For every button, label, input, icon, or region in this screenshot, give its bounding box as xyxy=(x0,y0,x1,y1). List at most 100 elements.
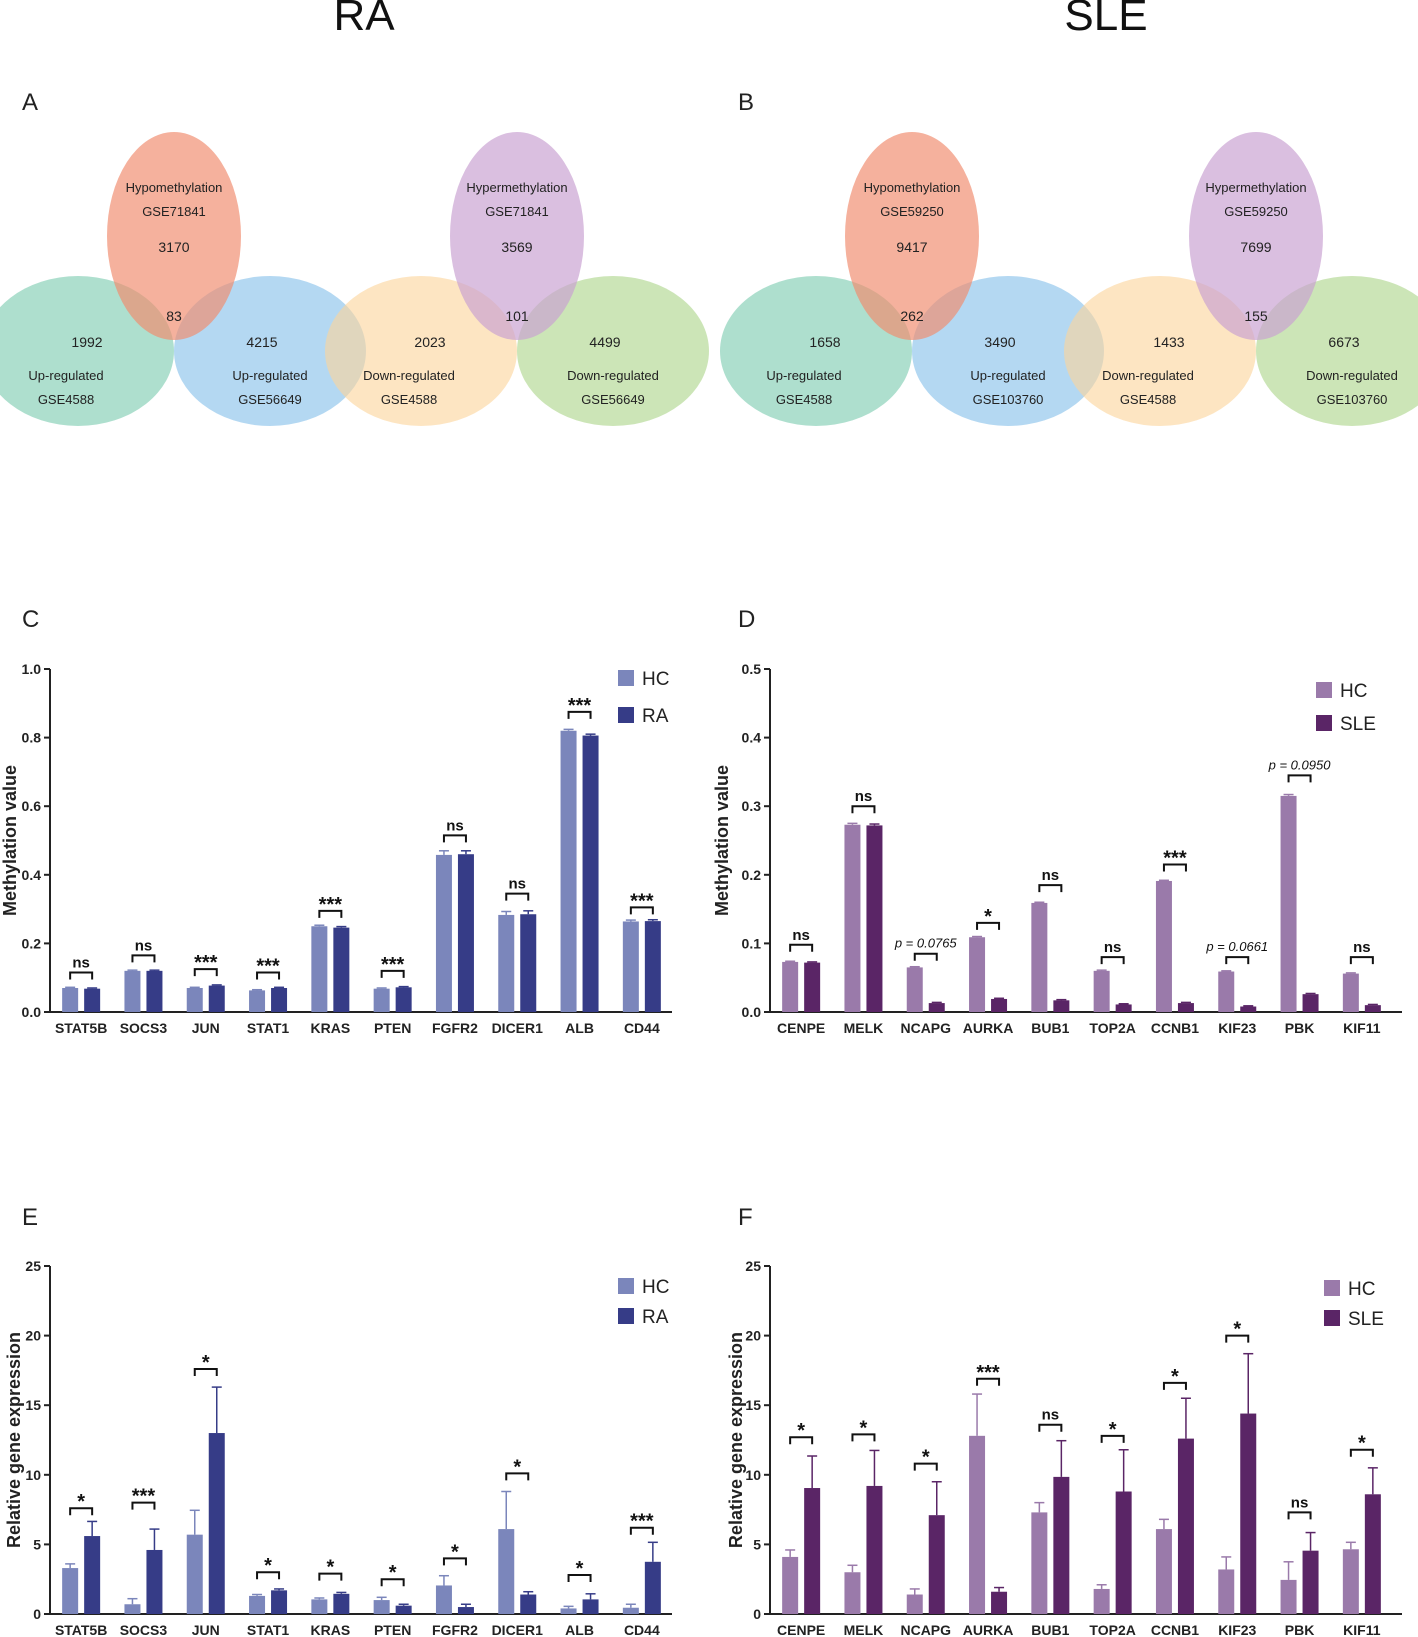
significance-bracket xyxy=(1038,1423,1063,1432)
bar-hc-cenpe xyxy=(782,1556,799,1614)
bar-hc-kif11 xyxy=(1342,1549,1359,1614)
significance-label: *** xyxy=(381,954,405,976)
bar-hc-stat1 xyxy=(249,990,266,1012)
bar-ra-alb xyxy=(582,1599,599,1614)
venn-top-count: 3170 xyxy=(158,239,189,255)
y-axis-title: Methylation value xyxy=(0,765,20,916)
x-tick-label: SOCS3 xyxy=(120,1622,168,1637)
bar-sle-pbk xyxy=(1302,994,1319,1012)
x-tick-label: KIF11 xyxy=(1343,1020,1381,1036)
bar-hc-stat5b xyxy=(62,987,79,1012)
legend-swatch-hc xyxy=(1324,1280,1340,1296)
bar-ra-kras xyxy=(333,1593,350,1614)
bar-hc-stat5b xyxy=(62,1568,79,1614)
significance-bracket xyxy=(789,943,814,952)
x-tick-label: BUB1 xyxy=(1031,1622,1069,1637)
significance-bracket xyxy=(256,1571,281,1580)
significance-bracket xyxy=(629,906,654,915)
venn-top-dataset: GSE59250 xyxy=(1224,204,1288,219)
significance-bracket xyxy=(629,1526,654,1535)
significance-bracket xyxy=(1100,956,1125,965)
bar-ra-dicer1 xyxy=(520,914,537,1012)
y-tick-label: 5 xyxy=(753,1536,761,1552)
significance-bracket xyxy=(1225,1334,1250,1343)
y-tick-label: 0.3 xyxy=(742,798,762,814)
significance-bracket xyxy=(69,971,94,980)
significance-label: ns xyxy=(1353,939,1371,956)
bar-hc-fgfr2 xyxy=(435,854,452,1012)
venn-left-label: Up-regulated xyxy=(28,368,103,383)
significance-bracket xyxy=(69,1507,94,1516)
significance-label: *** xyxy=(976,1362,1000,1384)
venn-left-dataset: GSE4588 xyxy=(381,392,437,407)
significance-label: * xyxy=(264,1555,272,1577)
panel-label-A: A xyxy=(22,89,38,116)
bar-hc-pten xyxy=(373,988,390,1012)
x-tick-label: JUN xyxy=(192,1020,220,1036)
bar-sle-top2a xyxy=(1115,1004,1132,1012)
bar-sle-aurka xyxy=(991,998,1008,1012)
venn-left-count: 1658 xyxy=(809,334,840,350)
y-tick-label: 25 xyxy=(745,1258,761,1274)
venn-right-set xyxy=(174,276,366,426)
significance-label: ns xyxy=(1042,1407,1060,1424)
bar-hc-ccnb1 xyxy=(1155,880,1172,1012)
bar-hc-jun xyxy=(186,987,203,1012)
significance-bracket xyxy=(380,1578,405,1587)
bar-sle-bub1 xyxy=(1053,1000,1070,1012)
significance-bracket xyxy=(913,1462,938,1471)
y-tick-label: 0 xyxy=(33,1606,41,1622)
significance-bracket xyxy=(131,954,156,963)
venn-left-count: 1433 xyxy=(1153,334,1184,350)
venn-area: A Hypomethylation GSE71841 3170 83 1992 4215 Up… xyxy=(0,89,1418,426)
significance-bracket xyxy=(1287,1511,1312,1520)
legend-label-sle: SLE xyxy=(1348,1309,1384,1330)
venn-left-dataset: GSE4588 xyxy=(38,392,94,407)
bar-hc-stat1 xyxy=(249,1595,266,1614)
significance-label: * xyxy=(513,1456,521,1478)
bar-hc-pbk xyxy=(1280,1579,1297,1614)
legend-swatch-hc xyxy=(618,1278,634,1294)
bar-hc-melk xyxy=(844,824,861,1012)
venn-diagram-B2: Hypermethylation GSE59250 7699 155 1433 6673 D… xyxy=(1064,132,1418,426)
x-tick-label: SOCS3 xyxy=(120,1020,168,1036)
bar-ra-kras xyxy=(333,927,350,1012)
x-tick-label: AURKA xyxy=(963,1622,1014,1637)
bar-hc-kif23 xyxy=(1218,971,1235,1012)
bar-hc-top2a xyxy=(1093,1588,1110,1614)
y-tick-label: 25 xyxy=(25,1258,41,1274)
legend-label-sle: SLE xyxy=(1340,714,1376,735)
x-tick-label: PTEN xyxy=(374,1622,411,1637)
x-tick-label: KIF23 xyxy=(1218,1020,1256,1036)
significance-label: *** xyxy=(1163,848,1187,870)
significance-bracket xyxy=(131,1501,156,1510)
venn-right-count: 6673 xyxy=(1328,334,1359,350)
bar-hc-bub1 xyxy=(1031,902,1048,1012)
significance-bracket xyxy=(505,892,530,901)
bar-hc-cenpe xyxy=(782,961,799,1012)
bar-sle-cenpe xyxy=(804,1488,821,1614)
significance-bracket xyxy=(913,952,938,961)
y-tick-label: 15 xyxy=(745,1397,761,1413)
y-tick-label: 0.8 xyxy=(22,730,42,746)
bar-sle-kif11 xyxy=(1364,1494,1381,1614)
venn-left-label: Down-regulated xyxy=(363,368,455,383)
chart-F: F 0 5 10 15 20 25 Relative gene expression CENPE… xyxy=(726,1204,1402,1637)
significance-bracket xyxy=(976,921,1001,930)
venn-left-dataset: GSE4588 xyxy=(1120,392,1176,407)
y-tick-label: 0.0 xyxy=(22,1004,42,1020)
venn-left-count: 1992 xyxy=(71,334,102,350)
bar-hc-alb xyxy=(560,730,577,1012)
significance-label: * xyxy=(797,1420,805,1442)
venn-top-count: 3569 xyxy=(501,239,532,255)
venn-right-label: Up-regulated xyxy=(970,368,1045,383)
venn-left-set xyxy=(1064,276,1256,426)
significance-label: ns xyxy=(135,937,153,954)
significance-bracket xyxy=(256,971,281,980)
bar-ra-pten xyxy=(395,987,412,1012)
significance-label: * xyxy=(1109,1419,1117,1441)
legend-swatch-sle xyxy=(1316,715,1332,731)
legend-label-ra: RA xyxy=(642,1307,669,1328)
x-tick-label: CD44 xyxy=(624,1622,660,1637)
y-tick-label: 15 xyxy=(25,1397,41,1413)
